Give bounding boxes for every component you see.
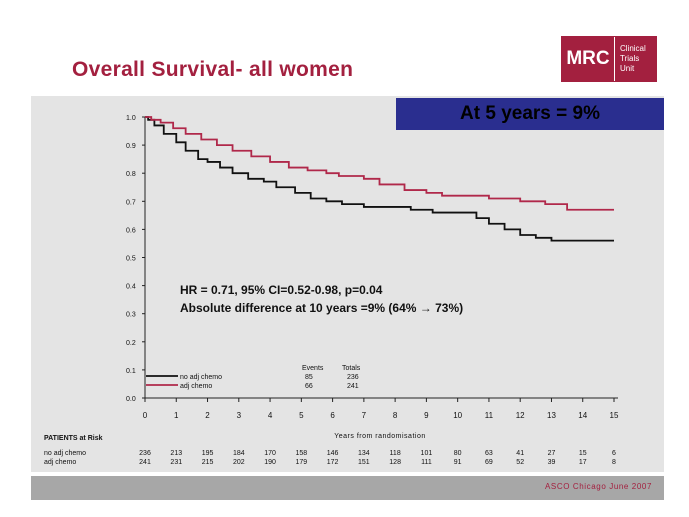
at-risk-value: 118 bbox=[390, 450, 401, 457]
at-risk-value: 170 bbox=[264, 450, 276, 457]
legend-totals-header: Totals bbox=[342, 365, 361, 372]
absolute-difference-text: Absolute difference at 10 years =9% (64%… bbox=[180, 301, 464, 315]
legend-totals-value: 241 bbox=[347, 383, 359, 390]
at-risk-value: 190 bbox=[264, 459, 276, 466]
at-risk-row-label: no adj chemo bbox=[44, 450, 86, 457]
legend-events-value: 66 bbox=[305, 383, 313, 390]
at-risk-value: 179 bbox=[295, 459, 307, 466]
x-axis-label: Years from randomisation bbox=[334, 433, 426, 440]
y-tick-label: 1.0 bbox=[126, 115, 136, 122]
x-tick-label: 8 bbox=[393, 411, 398, 420]
y-tick-label: 0.1 bbox=[126, 368, 136, 375]
y-tick-label: 0.3 bbox=[126, 312, 136, 319]
at-risk-value: 158 bbox=[295, 450, 307, 457]
y-tick-label: 0.8 bbox=[126, 171, 136, 178]
at-risk-value: 6 bbox=[612, 450, 616, 457]
logo-line-unit: Unit bbox=[620, 64, 635, 73]
hazard-ratio-text: HR = 0.71, 95% CI=0.52-0.98, p=0.04 bbox=[180, 283, 383, 297]
at-risk-value: 52 bbox=[516, 459, 524, 466]
at-risk-value: 134 bbox=[358, 450, 370, 457]
at-risk-value: 146 bbox=[327, 450, 339, 457]
five-year-banner: At 5 years = 9% bbox=[396, 98, 664, 130]
at-risk-value: 184 bbox=[233, 450, 245, 457]
at-risk-value: 101 bbox=[421, 450, 433, 457]
y-tick-label: 0.7 bbox=[126, 199, 136, 206]
at-risk-value: 202 bbox=[233, 459, 245, 466]
at-risk-value: 69 bbox=[485, 459, 493, 466]
logo-mrc-text: MRC bbox=[562, 37, 615, 81]
y-tick-label: 0.4 bbox=[126, 284, 136, 291]
x-tick-label: 0 bbox=[143, 411, 148, 420]
chart-panel bbox=[31, 96, 664, 472]
at-risk-value: 17 bbox=[579, 459, 587, 466]
at-risk-value: 236 bbox=[139, 450, 151, 457]
at-risk-value: 151 bbox=[358, 459, 370, 466]
legend-events-value: 85 bbox=[305, 374, 313, 381]
logo-line-clinical: Clinical bbox=[620, 44, 646, 53]
at-risk-value: 215 bbox=[202, 459, 214, 466]
x-tick-label: 6 bbox=[330, 411, 335, 420]
at-risk-value: 213 bbox=[170, 450, 182, 457]
legend-totals-value: 236 bbox=[347, 374, 359, 381]
x-tick-label: 5 bbox=[299, 411, 304, 420]
slide-title: Overall Survival- all women bbox=[72, 58, 354, 81]
footer-conference-text: ASCO Chicago June 2007 bbox=[544, 482, 652, 491]
x-tick-label: 9 bbox=[424, 411, 429, 420]
at-risk-header: PATIENTS at Risk bbox=[44, 435, 103, 442]
logo-unit-text: Clinical Trials Unit bbox=[615, 37, 656, 81]
x-tick-label: 12 bbox=[516, 411, 525, 420]
legend-series-label: no adj chemo bbox=[180, 374, 222, 381]
x-tick-label: 10 bbox=[453, 411, 462, 420]
at-risk-value: 80 bbox=[454, 450, 462, 457]
x-tick-label: 2 bbox=[205, 411, 210, 420]
x-tick-label: 7 bbox=[362, 411, 367, 420]
y-tick-label: 0.9 bbox=[126, 143, 136, 150]
legend-series-label: adj chemo bbox=[180, 383, 212, 390]
logo-line-trials: Trials bbox=[620, 54, 640, 63]
at-risk-value: 241 bbox=[139, 459, 151, 466]
at-risk-value: 111 bbox=[421, 459, 432, 466]
footer-bar: ASCO Chicago June 2007 bbox=[31, 476, 664, 500]
y-tick-label: 0.0 bbox=[126, 396, 136, 403]
at-risk-value: 8 bbox=[612, 459, 616, 466]
at-risk-value: 172 bbox=[327, 459, 339, 466]
at-risk-value: 15 bbox=[579, 450, 587, 457]
y-tick-label: 0.5 bbox=[126, 256, 136, 263]
legend-events-header: Events bbox=[302, 365, 324, 372]
at-risk-value: 41 bbox=[516, 450, 524, 457]
x-tick-label: 11 bbox=[485, 411, 494, 420]
y-tick-label: 0.6 bbox=[126, 227, 136, 234]
x-tick-label: 13 bbox=[547, 411, 556, 420]
at-risk-value: 91 bbox=[454, 459, 462, 466]
at-risk-value: 39 bbox=[548, 459, 556, 466]
survival-curve-no-adj-chemo bbox=[145, 116, 614, 242]
at-risk-value: 27 bbox=[548, 450, 556, 457]
at-risk-value: 63 bbox=[485, 450, 493, 457]
at-risk-row-label: adj chemo bbox=[44, 459, 76, 466]
at-risk-value: 128 bbox=[389, 459, 401, 466]
at-risk-value: 231 bbox=[170, 459, 182, 466]
x-tick-label: 1 bbox=[174, 411, 179, 420]
x-tick-label: 3 bbox=[237, 411, 242, 420]
survival-curve-adj-chemo bbox=[145, 116, 614, 211]
x-tick-label: 4 bbox=[268, 411, 273, 420]
mrc-logo: MRC Clinical Trials Unit bbox=[561, 36, 657, 82]
x-tick-label: 14 bbox=[578, 411, 587, 420]
at-risk-value: 195 bbox=[202, 450, 214, 457]
y-tick-label: 0.2 bbox=[126, 340, 136, 347]
x-tick-label: 15 bbox=[610, 411, 619, 420]
